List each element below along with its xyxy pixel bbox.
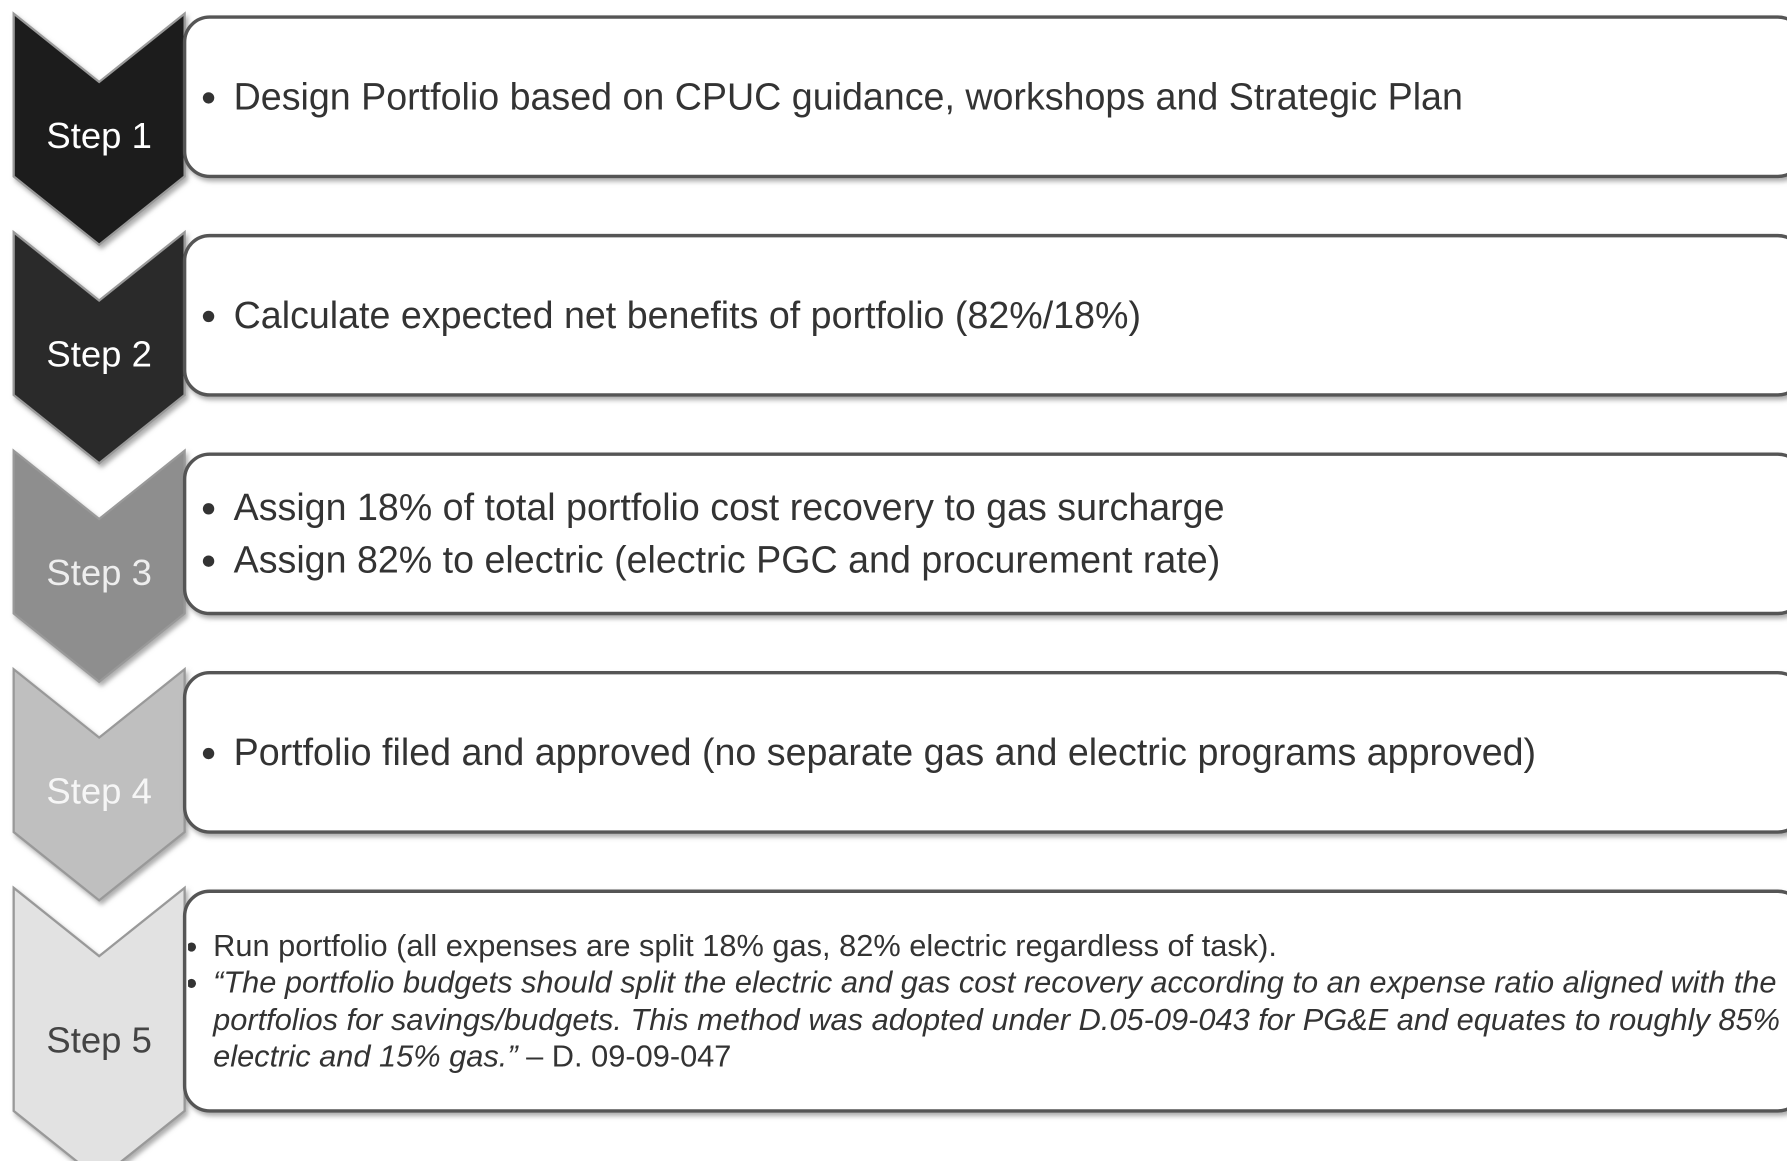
step-box (182, 452, 1787, 616)
step-content: Design Portfolio based on CPUC guidance,… (188, 17, 1784, 176)
bullet-list: Portfolio filed and approved (no separat… (188, 726, 1784, 779)
step-chevron (12, 229, 186, 465)
step-text: Portfolio filed and approved (no separat… (188, 673, 1784, 832)
quote-source: – D. 09-09-047 (526, 1039, 732, 1074)
step-content: Calculate expected net benefits of portf… (188, 236, 1784, 395)
bullet: Calculate expected net benefits of portf… (234, 289, 1784, 342)
bullet-list: Assign 18% of total portfolio cost recov… (188, 481, 1784, 586)
step-chevron (12, 666, 186, 902)
step-content: Assign 18% of total portfolio cost recov… (188, 454, 1784, 613)
step-text: Calculate expected net benefits of portf… (188, 236, 1784, 395)
step-content: Run portfolio (all expenses are split 18… (188, 891, 1784, 1111)
bullet: Assign 18% of total portfolio cost recov… (234, 481, 1784, 534)
step-label: Step 1 (46, 115, 151, 156)
step-box (182, 15, 1787, 179)
bullet: Run portfolio (all expenses are split 18… (213, 927, 1783, 964)
step-label: Step 3 (46, 552, 151, 593)
step-text: Assign 18% of total portfolio cost recov… (188, 454, 1784, 613)
step-box (182, 670, 1787, 834)
step-box (182, 233, 1787, 397)
bullet: Design Portfolio based on CPUC guidance,… (234, 70, 1784, 123)
bullet-list: Calculate expected net benefits of portf… (188, 289, 1784, 342)
step-content: Portfolio filed and approved (no separat… (188, 673, 1784, 832)
bullet-list: Run portfolio (all expenses are split 18… (188, 927, 1784, 1074)
step-chevron (12, 885, 186, 1161)
step-box (182, 889, 1787, 1113)
bullet: Assign 82% to electric (electric PGC and… (234, 534, 1784, 587)
quote: “The portfolio budgets should split the … (213, 965, 1780, 1074)
bullet: “The portfolio budgets should split the … (213, 964, 1783, 1075)
step-text: Run portfolio (all expenses are split 18… (188, 891, 1784, 1111)
step-label: Step 5 (46, 1019, 151, 1060)
bullet: Portfolio filed and approved (no separat… (234, 726, 1784, 779)
bullet-list: Design Portfolio based on CPUC guidance,… (188, 70, 1784, 123)
step-label: Step 4 (46, 771, 151, 812)
step-label: Step 2 (46, 334, 151, 375)
step-text: Design Portfolio based on CPUC guidance,… (188, 17, 1784, 176)
step-chevron (12, 11, 186, 247)
step-chevron (12, 448, 186, 684)
